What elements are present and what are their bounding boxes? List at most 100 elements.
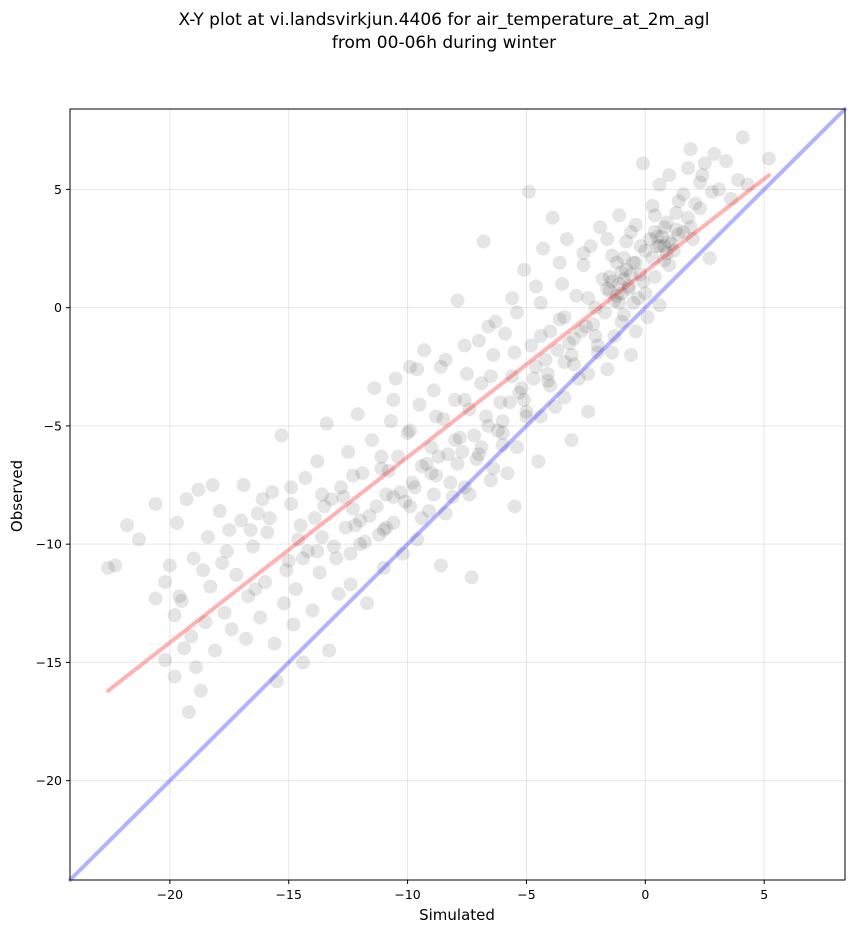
data-point <box>652 239 667 254</box>
regression-line <box>106 173 771 693</box>
data-point <box>402 423 417 438</box>
data-point <box>638 243 653 258</box>
data-point <box>474 376 489 391</box>
data-point <box>631 291 646 306</box>
data-point <box>236 478 251 493</box>
data-point <box>517 392 532 407</box>
data-point <box>253 610 268 625</box>
data-point <box>600 232 615 247</box>
data-point <box>583 239 598 254</box>
data-point <box>274 428 289 443</box>
data-point <box>288 582 303 597</box>
y-tick-label: 0 <box>54 300 62 315</box>
data-point <box>669 206 684 221</box>
data-point <box>688 196 703 211</box>
data-point <box>184 629 199 644</box>
data-point <box>597 305 612 320</box>
data-point <box>626 255 641 270</box>
data-point <box>683 220 698 235</box>
data-point <box>386 489 401 504</box>
data-point <box>212 504 227 519</box>
data-point <box>614 286 629 301</box>
x-tick-label: 5 <box>760 887 768 902</box>
data-point <box>186 551 201 566</box>
data-point <box>659 215 674 230</box>
data-point <box>650 229 665 244</box>
data-point <box>148 496 163 511</box>
data-point <box>538 352 553 367</box>
data-point <box>108 558 123 573</box>
data-point <box>448 433 463 448</box>
data-point <box>379 520 394 535</box>
data-point <box>509 305 524 320</box>
data-point <box>533 409 548 424</box>
data-point <box>248 582 263 597</box>
data-point <box>557 355 572 370</box>
data-point <box>243 522 258 537</box>
data-point <box>314 530 329 545</box>
y-axis-label: Observed <box>8 460 26 532</box>
data-point <box>621 281 636 296</box>
data-point <box>635 156 650 171</box>
data-point <box>293 518 308 533</box>
y-tick-label: −10 <box>36 537 62 552</box>
data-point <box>605 248 620 263</box>
data-point <box>336 489 351 504</box>
data-point <box>260 525 275 540</box>
data-point <box>217 605 232 620</box>
plot-frame <box>69 108 846 881</box>
data-point <box>564 433 579 448</box>
data-point <box>393 485 408 500</box>
data-point <box>481 319 496 334</box>
data-point <box>628 255 643 270</box>
data-point <box>662 234 677 249</box>
data-point <box>633 267 648 282</box>
data-point <box>429 409 444 424</box>
data-point <box>431 449 446 464</box>
data-point <box>350 407 365 422</box>
data-point <box>198 615 213 630</box>
data-point <box>552 312 567 327</box>
data-point <box>284 496 299 511</box>
data-point <box>281 553 296 568</box>
data-point <box>543 324 558 339</box>
data-point <box>490 423 505 438</box>
data-point <box>586 317 601 332</box>
data-point <box>348 518 363 533</box>
data-point <box>310 454 325 469</box>
data-point <box>531 454 546 469</box>
data-point <box>376 560 391 575</box>
data-point <box>269 674 284 689</box>
data-point <box>276 596 291 611</box>
data-point <box>410 532 425 547</box>
points-layer <box>101 130 776 720</box>
data-point <box>662 258 677 273</box>
data-point <box>319 416 334 431</box>
data-point <box>719 154 734 169</box>
data-point <box>450 456 465 471</box>
x-axis-label: Simulated <box>419 906 495 924</box>
data-point <box>353 513 368 528</box>
data-point <box>671 227 686 242</box>
data-point <box>576 258 591 273</box>
data-point <box>234 513 249 528</box>
data-point <box>471 333 486 348</box>
data-point <box>566 357 581 372</box>
data-point <box>612 277 627 292</box>
lines-layer <box>68 107 847 882</box>
data-point <box>602 269 617 284</box>
data-point <box>528 279 543 294</box>
data-point <box>388 371 403 386</box>
data-point <box>426 487 441 502</box>
data-point <box>374 461 389 476</box>
data-point <box>588 300 603 315</box>
data-point <box>614 314 629 329</box>
data-point <box>550 343 565 358</box>
y-axis: −20 −15 −10 −5 0 5 <box>36 182 70 788</box>
data-point <box>438 352 453 367</box>
data-point <box>440 447 455 462</box>
data-point <box>507 499 522 514</box>
data-point <box>410 362 425 377</box>
data-point <box>467 428 482 443</box>
data-point <box>581 291 596 306</box>
